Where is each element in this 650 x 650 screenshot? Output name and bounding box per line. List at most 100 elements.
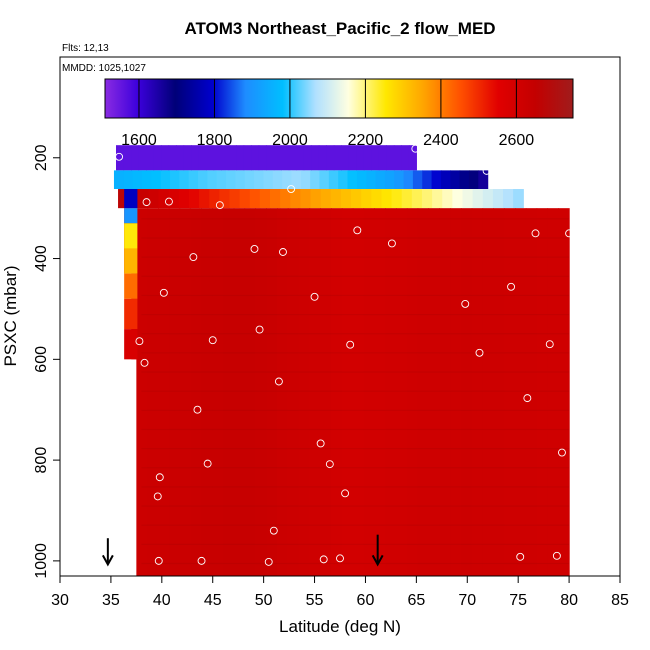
- edge-strip-6: [124, 329, 138, 360]
- sample-point-37: [197, 556, 206, 565]
- heat-cell-0-25: [303, 145, 312, 171]
- heat-cell-2-21: [330, 189, 342, 209]
- heat-cell-1-13: [235, 170, 246, 190]
- colorbar-tick-label: 2200: [348, 132, 384, 149]
- heat-cell-0-13: [213, 145, 222, 171]
- heat-cell-3-35: [515, 208, 527, 576]
- heat-cell-2-23: [351, 189, 362, 209]
- heat-cell-0-29: [333, 145, 342, 171]
- heat-cell-2-12: [239, 189, 251, 209]
- heat-cell-1-15: [254, 170, 265, 190]
- colorbar-tick-label: 2400: [423, 132, 459, 149]
- heat-cell-1-6: [170, 170, 180, 190]
- heat-cell-3-3: [168, 208, 181, 576]
- sample-point-8: [387, 239, 396, 248]
- heat-cell-0-36: [386, 145, 395, 171]
- heat-cell-3-39: [558, 208, 570, 576]
- edge-strip-1: [124, 208, 138, 224]
- heat-cell-2-39: [513, 189, 524, 209]
- heat-cell-1-39: [478, 170, 489, 190]
- heat-cell-1-9: [198, 170, 208, 190]
- x-tick-label: 45: [204, 592, 222, 609]
- heat-cell-0-23: [288, 145, 297, 171]
- band-8: [141, 371, 570, 373]
- sample-point-19: [208, 336, 217, 345]
- x-tick-label: 40: [153, 592, 171, 609]
- heat-cell-1-35: [440, 170, 451, 190]
- sample-point-33: [341, 489, 350, 498]
- heat-cell-1-17: [272, 170, 283, 190]
- heat-cell-3-27: [428, 208, 440, 576]
- sample-point-11: [189, 253, 198, 261]
- y-axis: 200 400 600 800 1000: [33, 144, 60, 579]
- sample-point-25: [274, 377, 283, 386]
- heat-cell-1-21: [310, 170, 321, 190]
- x-tick-label: 60: [357, 592, 375, 609]
- heat-cell-2-29: [411, 189, 423, 209]
- sample-points: [115, 144, 574, 566]
- sample-point-28: [316, 439, 325, 448]
- heat-cell-2-9: [209, 189, 220, 209]
- heat-cell-1-32: [412, 170, 423, 190]
- flight-markers: [101, 534, 384, 567]
- heat-cell-0-5: [153, 145, 162, 171]
- sample-point-17: [507, 282, 515, 291]
- y-tick-label: 600: [33, 346, 50, 373]
- sample-point-27: [193, 405, 202, 414]
- x-axis-label: Latitude (deg N): [279, 617, 401, 636]
- heat-cell-0-4: [146, 145, 155, 171]
- sample-point-1: [411, 144, 420, 153]
- heat-cell-3-15: [298, 208, 311, 576]
- sample-point-29: [325, 460, 334, 469]
- sample-point-39: [319, 555, 328, 564]
- band-11: [141, 428, 570, 431]
- heat-cell-2-24: [361, 189, 372, 209]
- sample-point-42: [552, 551, 561, 560]
- band-1: [141, 237, 570, 239]
- sample-point-3: [142, 198, 151, 207]
- colorbar-tick-label: 1600: [121, 132, 157, 149]
- heat-cell-2-19: [310, 189, 322, 209]
- band-6: [141, 333, 570, 335]
- heat-cell-3-11: [255, 208, 267, 576]
- heat-cell-2-37: [492, 189, 504, 209]
- band-15: [141, 505, 570, 507]
- heat-cell-3-32: [482, 208, 494, 576]
- heat-cell-1-28: [375, 170, 386, 190]
- heat-cell-0-22: [281, 145, 290, 171]
- sample-point-23: [545, 340, 554, 349]
- colorbar-tick-label: 1800: [197, 132, 233, 149]
- x-tick-label: 55: [306, 592, 324, 609]
- y-axis-label: PSXC (mbar): [1, 265, 20, 366]
- heat-cell-3-4: [179, 208, 192, 576]
- heat-cell-1-20: [300, 170, 311, 190]
- sample-point-36: [154, 556, 163, 565]
- heat-cell-2-27: [391, 189, 403, 209]
- sample-point-14: [159, 288, 168, 297]
- x-tick-label: 80: [560, 592, 578, 609]
- chart-title: ATOM3 Northeast_Pacific_2 flow_MED: [184, 19, 495, 38]
- heat-cell-1-19: [291, 170, 302, 190]
- heat-cell-1-30: [394, 170, 405, 190]
- band-14: [141, 486, 570, 488]
- heat-cell-3-12: [266, 208, 278, 576]
- sample-point-40: [336, 554, 344, 563]
- sample-point-31: [558, 448, 566, 457]
- sample-point-6: [287, 185, 296, 193]
- sample-point-12: [250, 245, 259, 253]
- heat-cell-2-26: [381, 189, 393, 209]
- heat-cell-0-7: [168, 145, 177, 171]
- heat-cell-2-11: [229, 189, 241, 209]
- heat-cell-2-15: [270, 189, 281, 209]
- heat-cell-3-23: [385, 208, 397, 576]
- heat-cell-1-26: [356, 170, 367, 190]
- sample-point-21: [346, 340, 355, 349]
- flights-label: Flts: 12,13: [62, 43, 109, 54]
- sample-point-5: [215, 201, 224, 210]
- heat-cell-1-34: [431, 170, 442, 190]
- sample-point-4: [164, 197, 173, 206]
- heat-cell-3-10: [244, 208, 256, 576]
- heat-cell-0-37: [393, 145, 402, 171]
- heat-cell-0-15: [228, 145, 237, 171]
